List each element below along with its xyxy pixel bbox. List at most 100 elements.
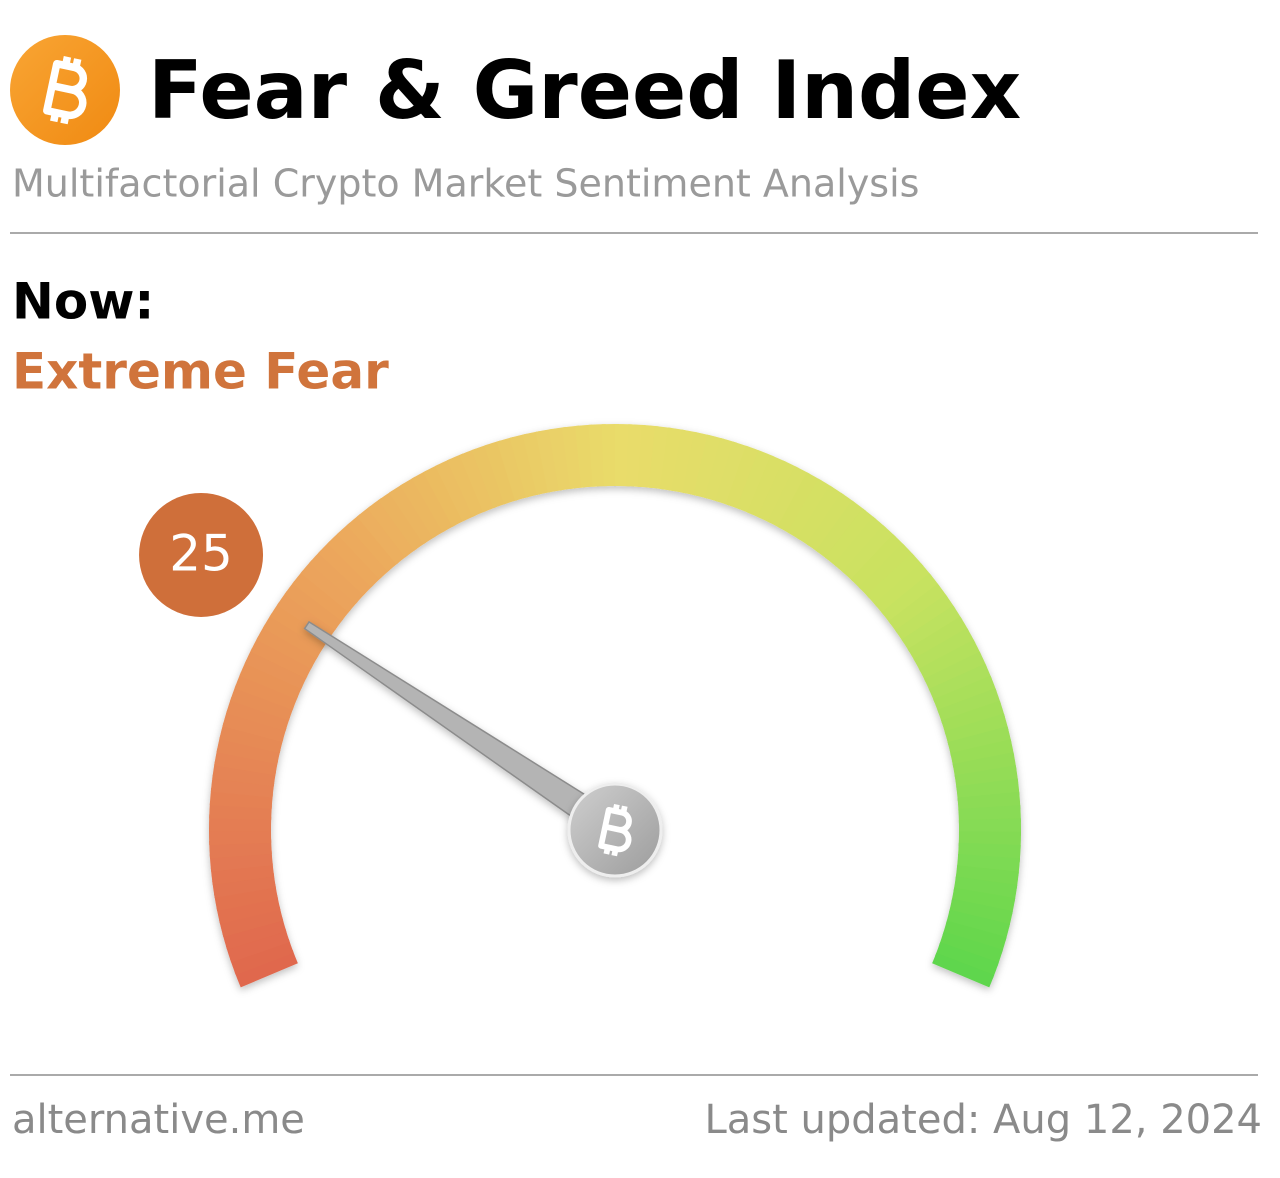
arc-segment xyxy=(447,453,487,517)
arc-segment xyxy=(535,428,563,493)
arc-segment xyxy=(941,700,1006,735)
arc-segment xyxy=(434,458,476,522)
arc-segment xyxy=(250,636,313,679)
arc-segment xyxy=(225,928,290,963)
arc-segment xyxy=(952,752,1017,779)
arc-segment xyxy=(881,573,941,624)
arc-segment xyxy=(937,688,1002,724)
hub-symbol-part xyxy=(598,806,632,853)
arc-segment xyxy=(601,424,619,487)
now-label: Now: xyxy=(12,273,154,331)
classification: Extreme Fear xyxy=(12,343,389,401)
source: alternative.me xyxy=(12,1097,305,1143)
arc-segment xyxy=(704,437,737,502)
arc-segment xyxy=(226,696,290,732)
arc-segment xyxy=(874,562,932,616)
arc-segment xyxy=(509,433,540,498)
hub-symbol-part xyxy=(603,803,628,857)
arc-segment xyxy=(496,436,530,501)
arc-segment xyxy=(907,616,970,662)
arc-segment xyxy=(833,516,887,575)
arc-segment xyxy=(682,431,712,496)
arc-segment xyxy=(230,684,294,721)
last-updated: Last updated: Aug 12, 2024 xyxy=(705,1097,1263,1143)
arc-segment xyxy=(947,726,1012,757)
arc-segment xyxy=(777,472,822,535)
arc-segment xyxy=(400,476,446,539)
subtitle: Multifactorial Crypto Market Sentiment A… xyxy=(12,162,919,206)
arc-segment xyxy=(945,909,1010,941)
hub-symbol xyxy=(598,803,632,857)
arc-segment xyxy=(787,478,834,540)
title: Fear & Greed Index xyxy=(148,44,1021,137)
arc-segment xyxy=(423,464,466,527)
arc-segment xyxy=(850,534,906,590)
arc-segment xyxy=(292,570,351,622)
arc-segment xyxy=(932,952,995,988)
arc-segment xyxy=(484,440,519,505)
arc-segment xyxy=(309,550,366,604)
arc-segment xyxy=(256,624,319,669)
arc-segment xyxy=(901,605,963,653)
arc-segment xyxy=(284,580,344,631)
arc-segment xyxy=(935,942,999,979)
arc-segment xyxy=(725,445,763,510)
value-label: 25 xyxy=(169,524,233,582)
arc-segment xyxy=(824,508,877,567)
arc-segment xyxy=(300,560,359,613)
arc-segment xyxy=(923,651,987,693)
arc-segment xyxy=(671,429,699,494)
arc-segment xyxy=(951,887,1016,915)
arc-segment xyxy=(746,455,787,519)
arc-segment xyxy=(471,444,508,509)
arc-segment xyxy=(336,522,391,580)
arc-segment xyxy=(944,713,1009,746)
arc-segment xyxy=(459,448,497,513)
arc-segment xyxy=(933,675,997,714)
arc-segment xyxy=(913,627,976,672)
arc-segment xyxy=(767,466,811,529)
arc-segment xyxy=(918,639,982,682)
arc-segment xyxy=(942,920,1007,954)
arc-segment xyxy=(234,672,299,710)
arc-segment xyxy=(219,722,284,754)
arc-segment xyxy=(356,505,408,565)
arc-segment xyxy=(950,739,1015,768)
arc-segment xyxy=(858,543,915,598)
arc-segment xyxy=(928,663,993,703)
arc-segment xyxy=(229,939,294,975)
arc-segment xyxy=(693,434,725,499)
gauge-arc xyxy=(208,424,1021,988)
arc-segment xyxy=(214,748,279,776)
arc-segment xyxy=(806,492,856,553)
arc-segment xyxy=(222,709,287,743)
arc-segment xyxy=(815,500,866,560)
arc-segment xyxy=(276,591,337,640)
arc-segment xyxy=(208,827,272,846)
arc-segment xyxy=(888,583,948,634)
arc-segment xyxy=(214,884,278,912)
arc-segment xyxy=(216,895,281,925)
arc-segment xyxy=(953,876,1018,902)
value-badge xyxy=(139,492,264,617)
arc-segment xyxy=(715,441,750,506)
arc-segment xyxy=(269,602,331,650)
arc-segment xyxy=(866,553,924,607)
arc-segment xyxy=(318,540,374,596)
arc-segment xyxy=(522,431,552,496)
arc-segment xyxy=(388,483,436,545)
arc-segment xyxy=(327,531,382,588)
arc-segment xyxy=(797,485,845,547)
arc-segment xyxy=(939,931,1003,967)
arc-segment xyxy=(212,761,276,787)
arc-segment xyxy=(377,490,427,551)
arc-segment xyxy=(736,450,775,514)
logo xyxy=(10,35,120,145)
arc-segment xyxy=(216,735,281,765)
arc-segment xyxy=(842,525,897,582)
arc-segment xyxy=(346,514,399,572)
arc-segment xyxy=(219,906,284,937)
arc-segment xyxy=(757,460,799,524)
arc-segment xyxy=(222,917,287,950)
